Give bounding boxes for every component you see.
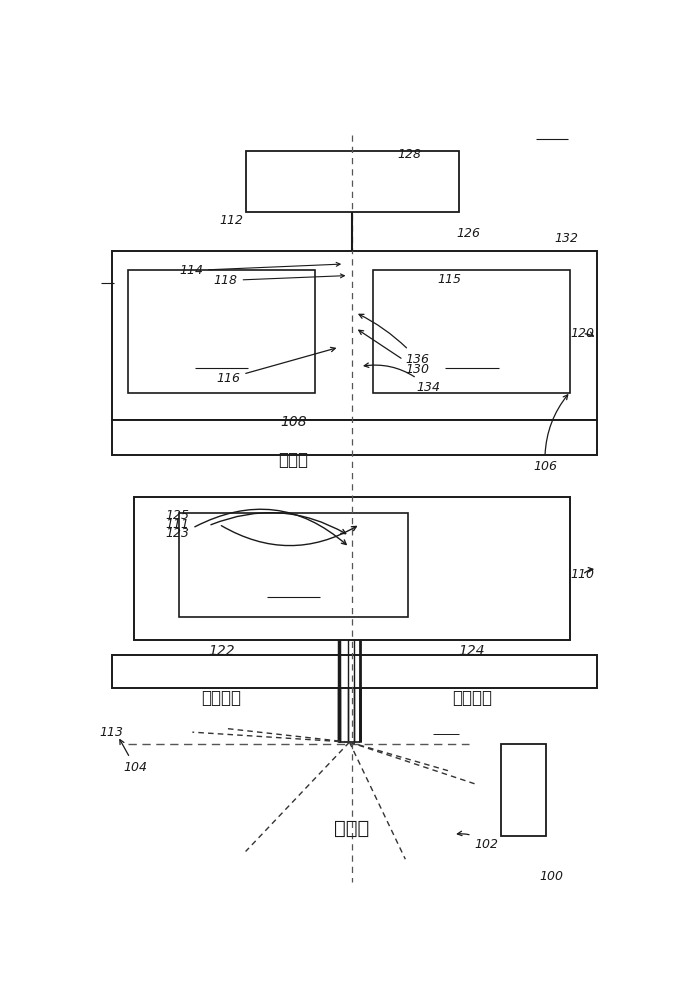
Text: 126: 126 xyxy=(456,227,480,240)
Text: 125: 125 xyxy=(166,509,190,522)
Text: 130: 130 xyxy=(359,330,429,376)
Bar xyxy=(113,251,597,420)
Text: 110: 110 xyxy=(570,568,594,581)
Text: 108: 108 xyxy=(280,415,307,429)
Bar xyxy=(374,270,570,393)
Text: 旋转马达: 旋转马达 xyxy=(452,688,492,706)
Text: 120: 120 xyxy=(570,327,594,340)
Text: 控制器: 控制器 xyxy=(335,819,370,838)
Bar xyxy=(128,270,315,393)
Text: 115: 115 xyxy=(438,273,461,286)
Text: 124: 124 xyxy=(458,644,485,658)
Text: 116: 116 xyxy=(216,347,335,385)
Text: 128: 128 xyxy=(397,148,421,161)
Bar xyxy=(246,151,459,212)
Text: 100: 100 xyxy=(540,870,564,883)
Text: 123: 123 xyxy=(166,527,190,540)
Text: 104: 104 xyxy=(120,740,147,774)
Bar xyxy=(502,744,546,836)
Bar xyxy=(113,420,597,455)
Text: 112: 112 xyxy=(219,214,243,227)
Text: 113: 113 xyxy=(99,726,123,739)
Bar xyxy=(113,655,597,688)
Text: 102: 102 xyxy=(458,831,499,851)
Text: 平移马达: 平移马达 xyxy=(202,688,242,706)
Text: 132: 132 xyxy=(554,232,578,245)
Bar xyxy=(134,497,570,640)
Text: 136: 136 xyxy=(359,314,429,366)
Text: 118: 118 xyxy=(214,274,344,287)
Text: 122: 122 xyxy=(208,644,235,658)
Text: 111: 111 xyxy=(166,518,190,531)
Text: 134: 134 xyxy=(364,363,440,394)
Text: 114: 114 xyxy=(179,262,340,277)
Text: 106: 106 xyxy=(533,395,567,473)
Bar xyxy=(179,513,408,617)
Text: 照相机: 照相机 xyxy=(278,451,308,469)
